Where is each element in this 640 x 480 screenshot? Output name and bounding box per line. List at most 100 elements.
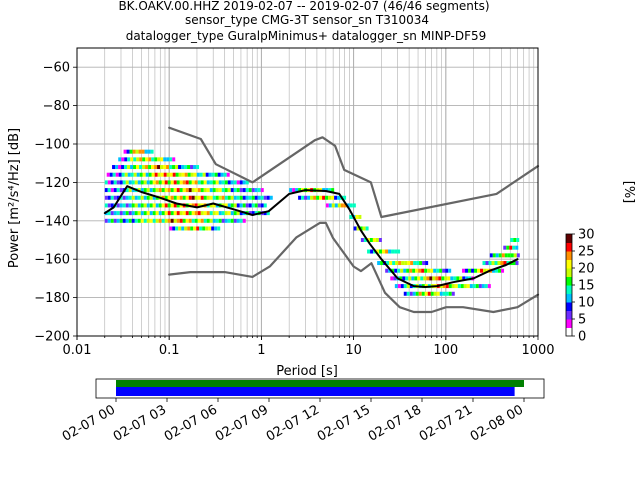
heatmap-cell (141, 149, 145, 154)
heatmap-cell (444, 276, 448, 281)
heatmap-cell (164, 218, 168, 223)
heatmap-cell (226, 172, 230, 177)
heatmap-cell (242, 195, 246, 200)
heatmap-cell (362, 226, 366, 231)
heatmap-cell (218, 188, 222, 193)
heatmap-cell (475, 284, 479, 289)
heatmap-cell (480, 268, 484, 273)
heatmap-cell (127, 157, 131, 162)
heatmap-cell (466, 284, 470, 289)
heatmap-cell (433, 268, 437, 273)
heatmap-cell (233, 218, 237, 223)
timeline-tick-label: 02-07 00 (60, 402, 118, 444)
heatmap-cell (515, 245, 519, 250)
heatmap-cell (510, 253, 514, 258)
heatmap-cell (154, 172, 158, 177)
heatmap-cell (163, 172, 167, 177)
heatmap-cell (209, 195, 213, 200)
heatmap-cell (197, 218, 201, 223)
title-line-2: sensor_type CMG-3T sensor_sn T310034 (185, 13, 429, 27)
heatmap-cell (503, 245, 507, 250)
heatmap-cell (227, 211, 231, 216)
heatmap-cell (181, 165, 185, 170)
colorbar-swatch (566, 268, 572, 277)
heatmap-cell (109, 172, 113, 177)
heatmap-cell (155, 218, 159, 223)
heatmap-cell (131, 218, 135, 223)
heatmap-cell (507, 253, 511, 258)
heatmap-cell (193, 226, 197, 231)
heatmap-cell (193, 172, 197, 177)
heatmap-cell (151, 172, 155, 177)
heatmap-cell (128, 188, 132, 193)
heatmap-cell (113, 211, 117, 216)
heatmap-cell (260, 203, 264, 208)
heatmap-cell (459, 276, 463, 281)
heatmap-cell (128, 218, 132, 223)
heatmap-cell (178, 172, 182, 177)
heatmap-cell (107, 203, 111, 208)
heatmap-cell (206, 188, 210, 193)
heatmap-cell (439, 268, 443, 273)
heatmap-cell (125, 211, 129, 216)
colorbar-swatch (566, 327, 572, 337)
y-axis-label: Power [m²/s⁴/Hz] [dB] (7, 128, 22, 268)
colorbar-tick-label: 25 (578, 245, 595, 260)
heatmap-cell (365, 226, 369, 231)
heatmap-cell (161, 195, 165, 200)
heatmap-cell (217, 226, 221, 231)
heatmap-cell (230, 203, 234, 208)
heatmap-cell (194, 203, 198, 208)
heatmap-cell (184, 172, 188, 177)
heatmap-cell (217, 172, 221, 177)
heatmap-cell (251, 211, 255, 216)
title-line-1: BK.OAKV.00.HHZ 2019-02-07 -- 2019-02-07 … (118, 0, 489, 13)
heatmap-cell (164, 188, 168, 193)
heatmap-cell (469, 284, 473, 289)
heatmap-cell (176, 180, 180, 185)
heatmap-cell (211, 172, 215, 177)
heatmap-cell (137, 203, 141, 208)
heatmap-cell (208, 172, 212, 177)
heatmap-cell (422, 261, 426, 266)
heatmap-cell (206, 180, 210, 185)
heatmap-cell (209, 211, 213, 216)
heatmap-cell (245, 203, 249, 208)
heatmap-cell (421, 291, 425, 296)
heatmap-cell (179, 218, 183, 223)
heatmap-cell (134, 211, 138, 216)
heatmap-cell (146, 218, 150, 223)
heatmap-cell (194, 218, 198, 223)
heatmap-cell (423, 276, 427, 281)
heatmap-cell (130, 165, 134, 170)
heatmap-cell (407, 261, 411, 266)
heatmap-cell (140, 211, 144, 216)
heatmap-cell (337, 195, 341, 200)
heatmap-cell (188, 211, 192, 216)
heatmap-cell (413, 261, 417, 266)
heatmap-cell (263, 195, 267, 200)
heatmap-cell (154, 157, 158, 162)
heatmap-cell (197, 195, 201, 200)
heatmap-cell (353, 226, 357, 231)
heatmap-cell (145, 157, 149, 162)
heatmap-cell (445, 284, 449, 289)
heatmap-cell (166, 157, 170, 162)
heatmap-cell (166, 165, 170, 170)
heatmap-cell (163, 157, 167, 162)
heatmap-cell (150, 149, 154, 154)
heatmap-cell (154, 165, 158, 170)
heatmap-cell (152, 195, 156, 200)
heatmap-cell (128, 195, 132, 200)
x-axis: 0.01 0.1 1 10 100 1000 (63, 336, 555, 358)
heatmap-cell (498, 268, 502, 273)
heatmap-cell (203, 211, 207, 216)
heatmap-cell (127, 172, 131, 177)
heatmap-cell (358, 214, 362, 219)
heatmap-cell (331, 188, 335, 193)
heatmap-cell (346, 203, 350, 208)
heatmap-cell (465, 268, 469, 273)
heatmap-cell (215, 180, 219, 185)
heatmap-cell (325, 203, 329, 208)
heatmap-cell (301, 195, 305, 200)
